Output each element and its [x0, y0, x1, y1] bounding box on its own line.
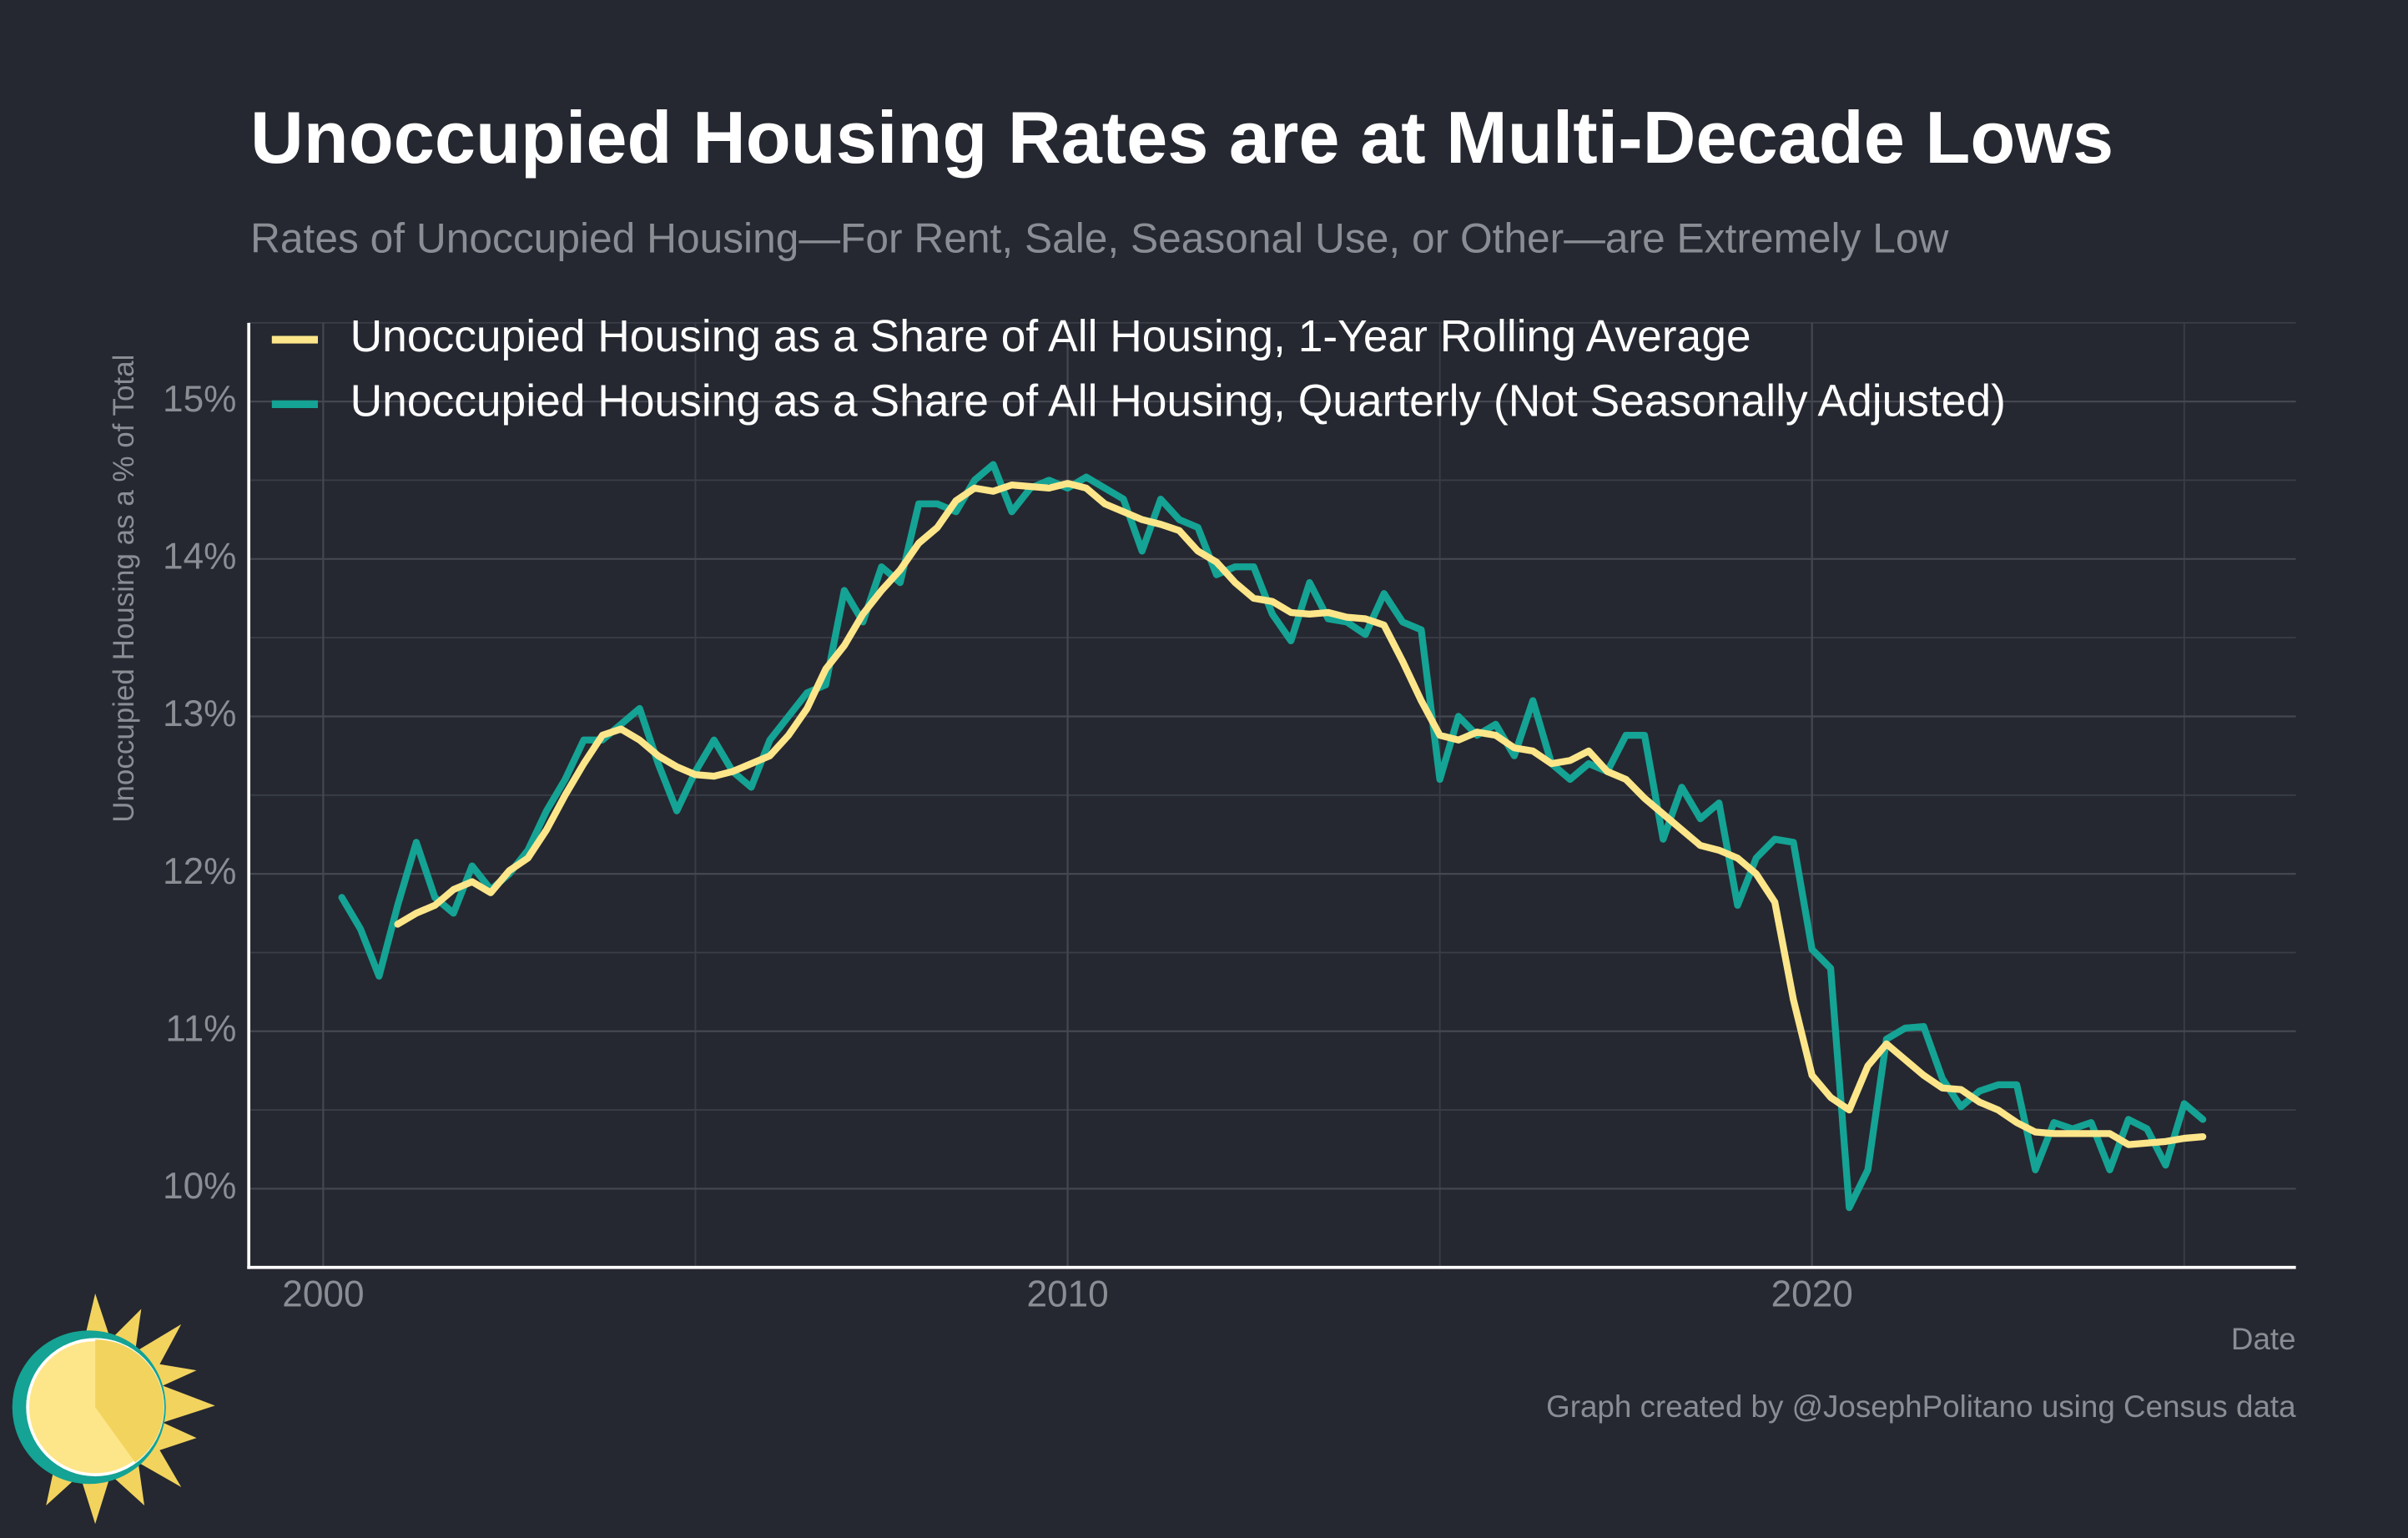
y-axis-label: Unoccupied Housing as a % of Total [108, 355, 140, 823]
grid [249, 321, 2296, 1268]
x-axis-label: Date [2231, 1322, 2296, 1356]
y-tick-label: 13% [163, 693, 236, 734]
y-tick-label: 12% [163, 851, 236, 892]
legend-label: Unoccupied Housing as a Share of All Hou… [350, 312, 1751, 361]
logo [12, 1293, 215, 1525]
chart-title: Unoccupied Housing Rates are at Multi-De… [250, 96, 2113, 179]
chart-subtitle: Rates of Unoccupied Housing—For Rent, Sa… [250, 214, 1948, 261]
x-tick-label: 2000 [282, 1273, 364, 1314]
y-tick-label: 15% [163, 379, 236, 420]
caption: Graph created by @JosephPolitano using C… [1546, 1389, 2296, 1424]
y-tick-label: 14% [163, 536, 236, 577]
y-tick-label: 10% [163, 1166, 236, 1207]
x-tick-label: 2020 [1771, 1273, 1853, 1314]
y-tick-label: 11% [165, 1008, 236, 1049]
legend-label: Unoccupied Housing as a Share of All Hou… [350, 376, 2006, 426]
series-line [338, 461, 2207, 1212]
x-tick-label: 2010 [1026, 1273, 1108, 1314]
series-line [394, 480, 2207, 1148]
